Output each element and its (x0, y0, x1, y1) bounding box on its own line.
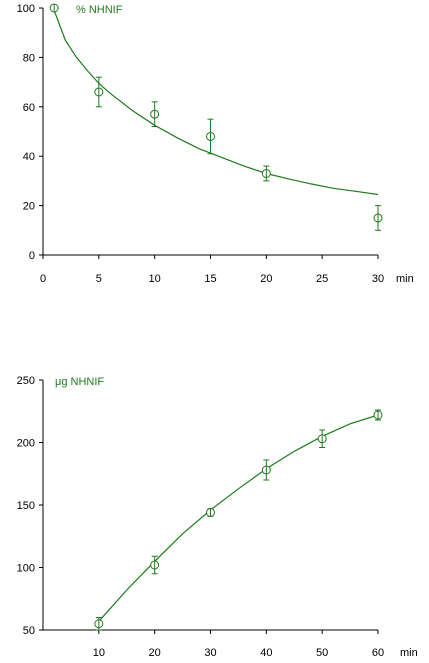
y-tick-label: 150 (17, 500, 35, 512)
x-tick-label: 30 (372, 273, 384, 285)
y-tick-label: 200 (17, 438, 35, 450)
y-tick-label: 250 (17, 375, 35, 387)
y-tick-label: 0 (29, 250, 35, 262)
series-label: % NHNIF (76, 4, 123, 16)
y-tick-label: 100 (17, 563, 35, 575)
y-tick-label: 20 (23, 201, 35, 213)
chart-ug-nhnif: 50 100 150 200 250 10 20 30 40 50 60 min μg NHNIF (17, 375, 418, 659)
y-tick-label: 80 (23, 52, 35, 64)
x-tick-label: 0 (40, 273, 46, 285)
x-tick-label: 40 (260, 647, 272, 659)
x-tick-label: 20 (260, 273, 272, 285)
x-tick-label: 60 (372, 647, 384, 659)
x-tick-label: 10 (93, 647, 105, 659)
x-tick-label: 15 (204, 273, 216, 285)
y-tick-label: 60 (23, 102, 35, 114)
fit-curve (53, 10, 379, 196)
x-tick-label: 25 (316, 273, 328, 285)
x-tick-label: 50 (316, 647, 328, 659)
x-axis-unit-label: min (400, 647, 418, 659)
y-tick-label: 40 (23, 151, 35, 163)
x-tick-label: 20 (149, 647, 161, 659)
x-axis-unit-label: min (396, 273, 414, 285)
chart-percent-nhnif: 0 20 40 60 80 100 0 5 10 15 20 25 30 min % NHNIF (17, 3, 414, 285)
x-tick-label: 30 (204, 647, 216, 659)
x-tick-label: 5 (96, 273, 102, 285)
y-tick-label: 50 (23, 625, 35, 637)
series-label: μg NHNIF (55, 376, 104, 388)
y-tick-label: 100 (17, 3, 35, 15)
fit-curve (98, 414, 379, 622)
x-tick-label: 10 (149, 273, 161, 285)
